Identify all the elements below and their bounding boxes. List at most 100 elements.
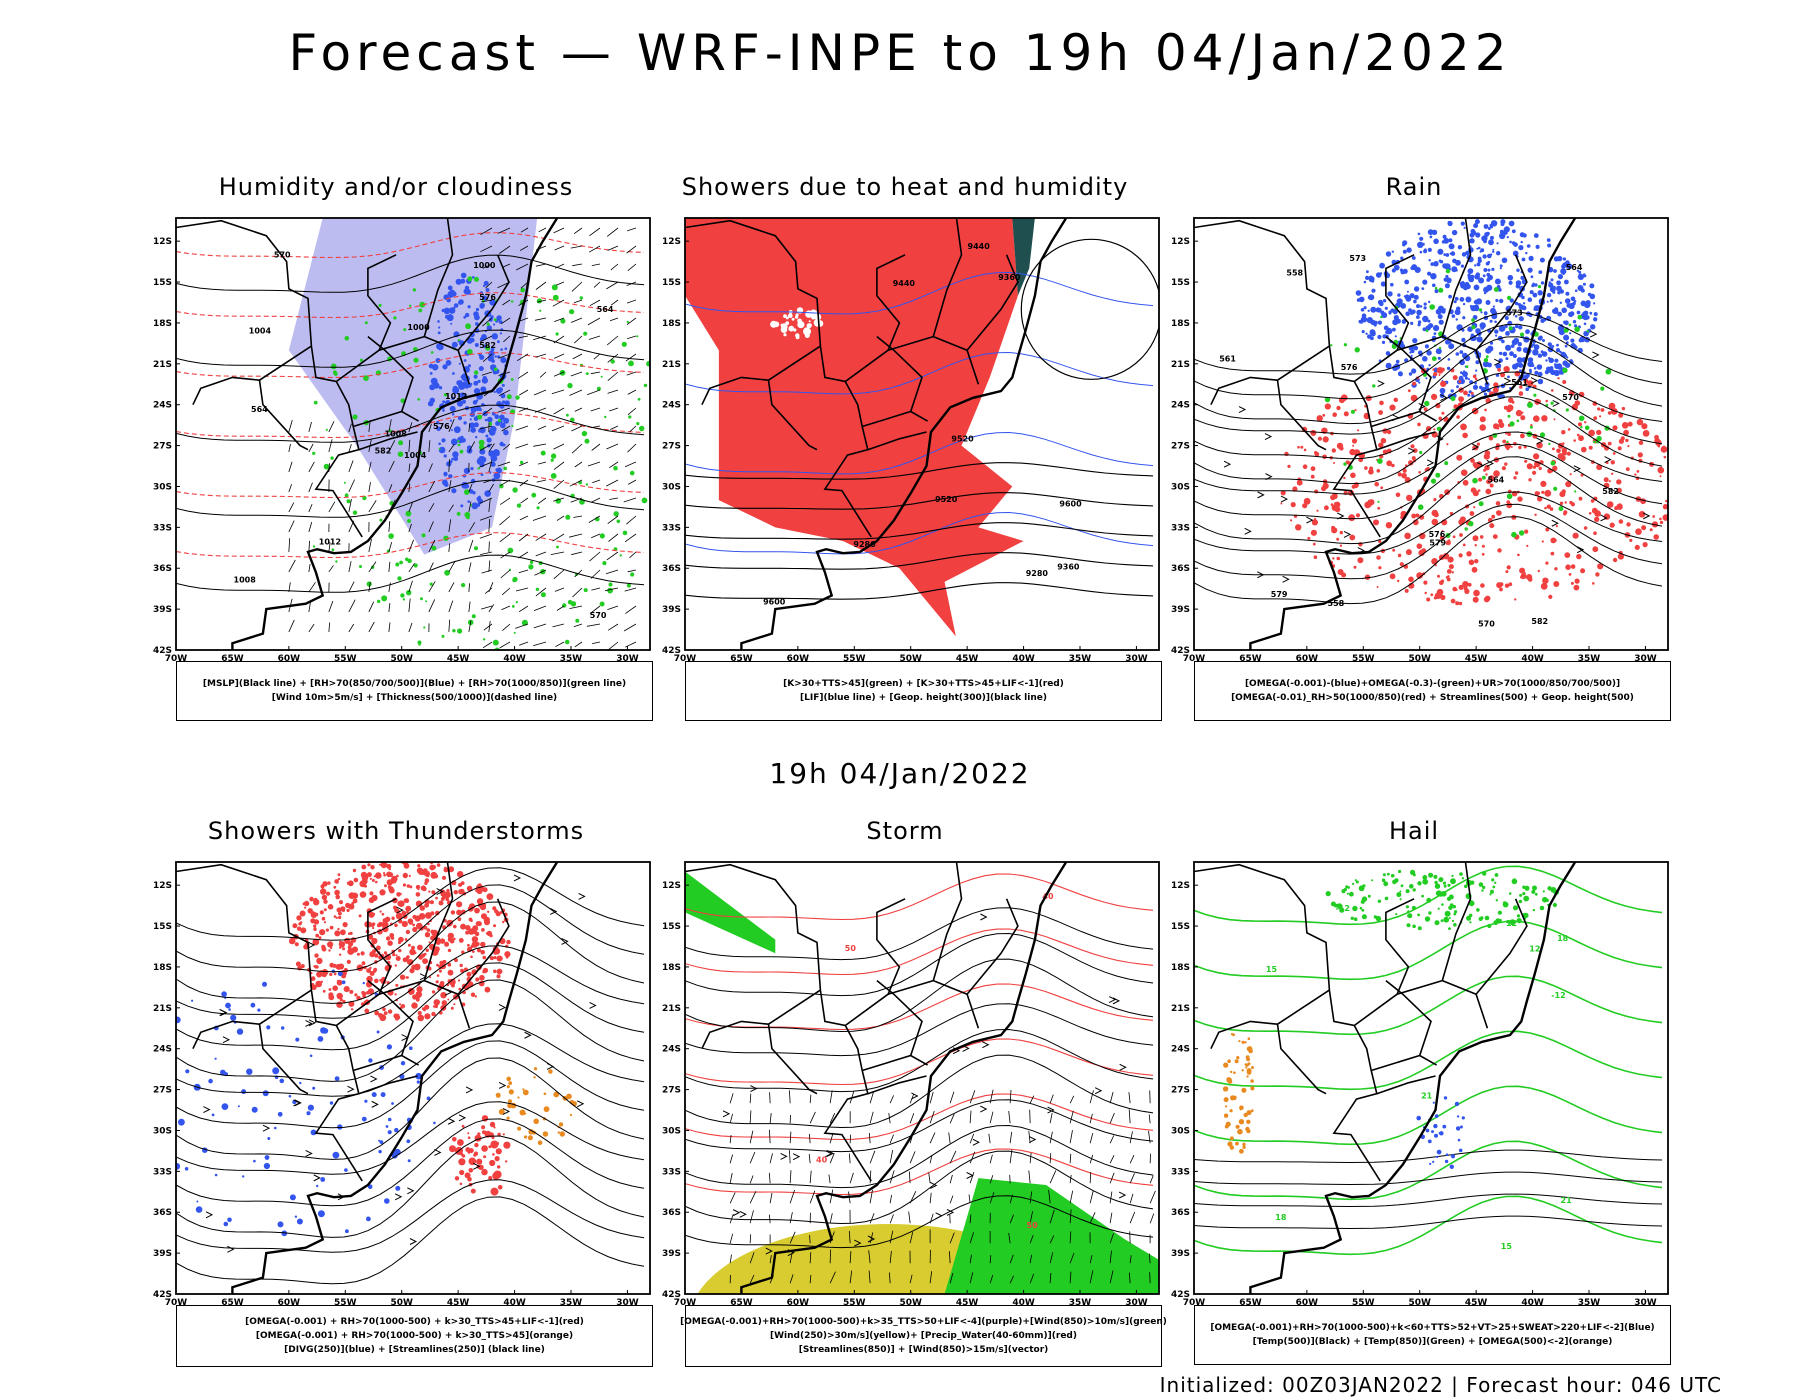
shaded-cell xyxy=(1349,891,1354,897)
shaded-cell xyxy=(1379,400,1384,406)
shaded-cell xyxy=(1290,502,1296,508)
contour-label: 558 xyxy=(1328,599,1345,608)
wind-vector xyxy=(501,587,511,596)
lon-tick-label: 60W xyxy=(787,1298,810,1305)
shaded-cell xyxy=(456,512,461,516)
shaded-cell xyxy=(460,504,464,508)
coastline xyxy=(231,218,559,650)
shaded-cell xyxy=(400,593,405,598)
shaded-cell xyxy=(1468,900,1475,907)
shaded-cell xyxy=(423,868,428,873)
shaded-cell xyxy=(1440,594,1446,601)
shaded-cell xyxy=(1517,342,1522,347)
shaded-cell xyxy=(1559,301,1563,304)
shaded-cell xyxy=(417,640,422,645)
shaded-cell xyxy=(1529,290,1534,295)
shaded-cell xyxy=(364,1099,368,1103)
shaded-cell xyxy=(1547,468,1553,474)
shaded-cell xyxy=(214,1057,217,1060)
wind-vector xyxy=(535,281,547,290)
shaded-cell xyxy=(1612,557,1618,563)
shaded-cell xyxy=(560,318,566,324)
shaded-cell xyxy=(1507,295,1512,300)
shaded-cell xyxy=(407,943,411,947)
shaded-cell xyxy=(383,873,386,877)
shaded-cell xyxy=(1341,572,1347,578)
shaded-cell xyxy=(473,374,478,379)
shaded-cell xyxy=(449,318,453,321)
shaded-cell xyxy=(1600,408,1605,412)
shaded-cell xyxy=(465,323,471,330)
shaded-cell xyxy=(1433,332,1437,335)
shaded-cell xyxy=(1397,553,1402,558)
shaded-cell xyxy=(474,276,479,282)
wind-vector xyxy=(448,459,450,472)
wind-vector xyxy=(1029,1254,1032,1264)
flow-arrow xyxy=(370,1075,378,1083)
shaded-cell xyxy=(1592,582,1595,585)
shaded-cell xyxy=(230,1014,237,1021)
shaded-cell xyxy=(1408,372,1413,376)
wind-vector xyxy=(518,407,529,412)
shaded-cell xyxy=(1607,441,1612,446)
shaded-cell xyxy=(1591,433,1595,436)
wind-vector xyxy=(516,353,529,362)
shaded-cell xyxy=(315,965,319,969)
shaded-cell xyxy=(154,1072,160,1078)
contour-label: 1012 xyxy=(445,392,467,401)
contour-label: 1004 xyxy=(249,327,272,336)
shaded-cell xyxy=(436,426,441,432)
contour-line xyxy=(176,962,645,1051)
shaded-cell xyxy=(1566,263,1573,270)
shaded-cell xyxy=(449,1145,456,1153)
shaded-cell xyxy=(185,1069,190,1074)
shaded-cell xyxy=(1578,270,1582,274)
shaded-cell xyxy=(1439,580,1444,586)
wind-vector xyxy=(948,1132,951,1144)
border-line xyxy=(1210,376,1278,406)
shaded-cell xyxy=(1490,253,1493,256)
wind-vector xyxy=(488,604,495,613)
shaded-cell xyxy=(1433,325,1440,332)
wind-vector xyxy=(550,551,565,555)
shaded-cell xyxy=(508,1089,514,1095)
shaded-cell xyxy=(1526,463,1533,470)
shaded-cell xyxy=(1475,360,1480,365)
shaded-cell xyxy=(457,917,462,922)
shaded-cell xyxy=(1511,531,1517,538)
shaded-cell xyxy=(1608,402,1616,410)
contour-label: 570 xyxy=(1478,620,1495,629)
contour-label: 564 xyxy=(597,305,614,314)
wind-vector xyxy=(729,1213,734,1224)
shaded-cell xyxy=(570,601,577,607)
shaded-cell xyxy=(1423,407,1428,412)
shaded-cell xyxy=(1431,1130,1434,1134)
shaded-cell xyxy=(493,950,498,955)
shaded-cell xyxy=(1428,911,1432,915)
border-line xyxy=(1396,218,1472,351)
shaded-cell xyxy=(1247,1037,1251,1040)
shaded-cell xyxy=(445,360,452,366)
lat-tick-label: 15S xyxy=(153,922,172,932)
wind-vector xyxy=(518,335,529,339)
flow-arrow xyxy=(980,913,988,921)
wind-vector xyxy=(624,641,637,648)
shaded-cell xyxy=(512,576,518,582)
shaded-cell xyxy=(1417,320,1422,324)
shaded-cell xyxy=(497,340,500,344)
shaded-cell xyxy=(387,1130,392,1135)
shaded-cell xyxy=(1456,454,1463,461)
shaded-cell xyxy=(351,946,358,953)
shaded-cell xyxy=(1307,536,1311,540)
shaded-cell xyxy=(408,920,413,925)
shaded-cell xyxy=(440,992,447,999)
shaded-cell xyxy=(1589,293,1596,300)
shaded-cell xyxy=(497,387,503,393)
wind-vector xyxy=(328,542,331,553)
shaded-cell xyxy=(379,863,382,866)
shaded-cell xyxy=(1428,872,1434,878)
shaded-cell xyxy=(489,934,493,938)
wind-vector xyxy=(468,423,471,432)
legend-line: [OMEGA(-0.001) + RH>70(1000-500) + k>30_… xyxy=(245,1317,584,1327)
flow-arrow xyxy=(502,1107,511,1115)
